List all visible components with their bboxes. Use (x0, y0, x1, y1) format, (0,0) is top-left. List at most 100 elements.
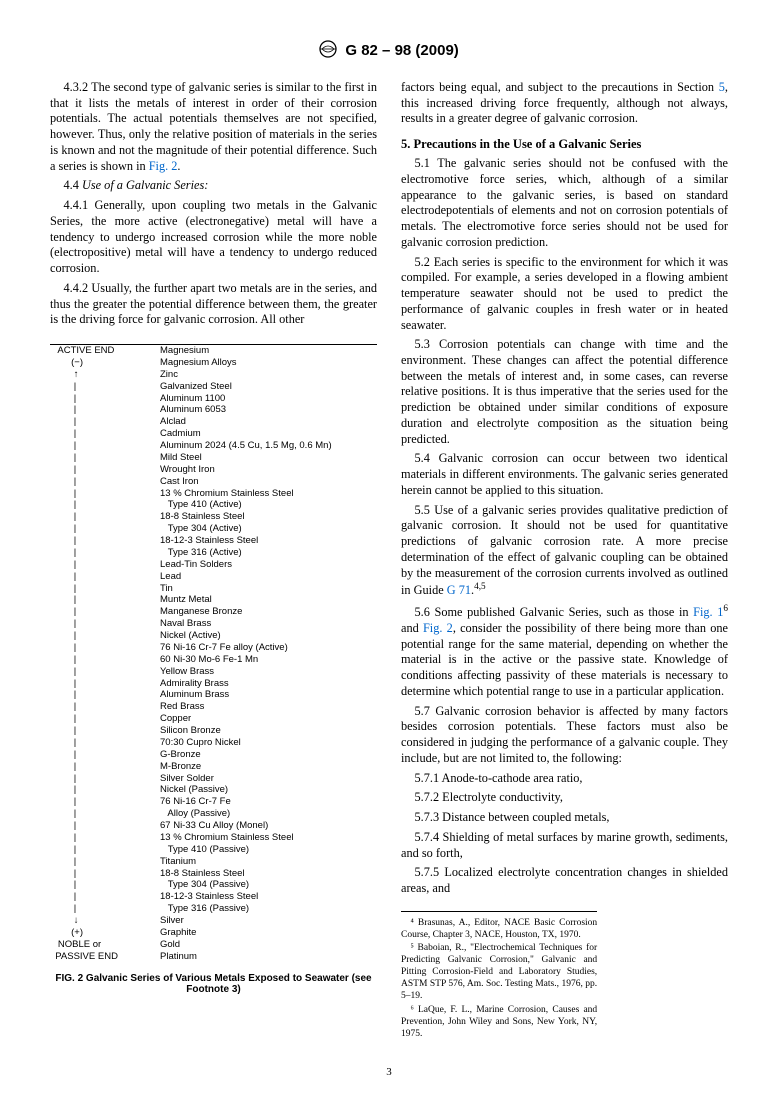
fig2-row: |Aluminum 6053 (50, 404, 377, 416)
fig2-col-b: Galvanized Steel (160, 381, 377, 393)
fig2-col-a: | (50, 511, 160, 523)
fig2-col-a: | (50, 844, 160, 856)
fig2-row: |M-Bronze (50, 761, 377, 773)
fig2-row: |Cadmium (50, 428, 377, 440)
fig2-col-b: 18-12-3 Stainless Steel (160, 535, 377, 547)
fig2-caption: FIG. 2 Galvanic Series of Various Metals… (50, 973, 377, 995)
fig2-row: |Cast Iron (50, 476, 377, 488)
fig2-row: |Silver Solder (50, 773, 377, 785)
fig2-col-b: Tin (160, 583, 377, 595)
fig2-col-b: Aluminum Brass (160, 689, 377, 701)
fig2-row: ↑Zinc (50, 369, 377, 381)
fig2-col-b: Admirality Brass (160, 678, 377, 690)
fig2-row: |18-8 Stainless Steel (50, 511, 377, 523)
para-4-4-head: 4.4 Use of a Galvanic Series: (50, 178, 377, 194)
g71-link[interactable]: G 71 (447, 583, 471, 597)
fig2-col-b: Type 410 (Passive) (160, 844, 377, 856)
fig2-col-b: Cadmium (160, 428, 377, 440)
fig2-col-a: | (50, 428, 160, 440)
fig2-col-a: | (50, 594, 160, 606)
fig2-col-b: Cast Iron (160, 476, 377, 488)
fig2-col-b: 13 % Chromium Stainless Steel (160, 488, 377, 500)
fig2-row: |Aluminum 2024 (4.5 Cu, 1.5 Mg, 0.6 Mn) (50, 440, 377, 452)
fig2-row: |Muntz Metal (50, 594, 377, 606)
para-5-4: 5.4 Galvanic corrosion can occur between… (401, 451, 728, 498)
fig2-col-b: M-Bronze (160, 761, 377, 773)
fig2-col-b: 13 % Chromium Stainless Steel (160, 832, 377, 844)
fig2-row: |18-8 Stainless Steel (50, 868, 377, 880)
fig2-col-a: | (50, 606, 160, 618)
para-4-3-2: 4.3.2 The second type of galvanic series… (50, 80, 377, 174)
fig2-col-a: | (50, 452, 160, 464)
fig2-col-a: | (50, 666, 160, 678)
fig2-col-b: Mild Steel (160, 452, 377, 464)
page-number: 3 (50, 1066, 728, 1078)
fig2-row: (+)Graphite (50, 927, 377, 939)
fig2-row: |60 Ni-30 Mo-6 Fe-1 Mn (50, 654, 377, 666)
fig2-col-a: (+) (50, 927, 160, 939)
fig2-col-a: | (50, 535, 160, 547)
para-5-7-4: 5.7.4 Shielding of metal surfaces by mar… (401, 830, 728, 861)
doc-designation: G 82 – 98 (2009) (345, 42, 458, 59)
footnote-5: ⁵ Baboian, R., "Electrochemical Techniqu… (401, 943, 597, 1002)
fig2-row: |Manganese Bronze (50, 606, 377, 618)
fig2-col-a: | (50, 737, 160, 749)
para-cont-a: factors being equal, and subject to the … (401, 80, 719, 94)
para-5-7-1: 5.7.1 Anode-to-cathode area ratio, (401, 771, 728, 787)
fig2-col-b: Alloy (Passive) (160, 808, 377, 820)
fig2-link[interactable]: Fig. 2 (149, 159, 178, 173)
fig2-col-a: | (50, 820, 160, 832)
fig2-col-b: Yellow Brass (160, 666, 377, 678)
fig2-col-a: | (50, 856, 160, 868)
fig2-col-a: | (50, 713, 160, 725)
fig2-col-b: 60 Ni-30 Mo-6 Fe-1 Mn (160, 654, 377, 666)
fig2-col-b: Type 316 (Passive) (160, 903, 377, 915)
fig2-col-a: | (50, 654, 160, 666)
fig2-col-b: Silicon Bronze (160, 725, 377, 737)
fig2-row: |Nickel (Passive) (50, 784, 377, 796)
fig2-col-a: | (50, 440, 160, 452)
fig2-link-2[interactable]: Fig. 2 (423, 621, 453, 635)
fig2-col-b: Aluminum 1100 (160, 393, 377, 405)
para-5-7-3: 5.7.3 Distance between coupled metals, (401, 810, 728, 826)
fig2-col-b: Aluminum 6053 (160, 404, 377, 416)
para-5-6-b: and (401, 621, 423, 635)
fig2-col-a: ACTIVE END (50, 345, 160, 357)
para-5-7-5: 5.7.5 Localized electrolyte concentratio… (401, 865, 728, 896)
fig2-row: |Nickel (Active) (50, 630, 377, 642)
fig2-row: |Titanium (50, 856, 377, 868)
fig2-row: |70:30 Cupro Nickel (50, 737, 377, 749)
fig2-col-b: Silver (160, 915, 377, 927)
fig2-row: | Type 316 (Passive) (50, 903, 377, 915)
fig2-col-a: | (50, 416, 160, 428)
fig2-col-b: Alclad (160, 416, 377, 428)
fig2-row: | Alloy (Passive) (50, 808, 377, 820)
fig2-col-a: | (50, 808, 160, 820)
fig2-col-a: | (50, 725, 160, 737)
fig2-col-b: Nickel (Passive) (160, 784, 377, 796)
fig2-col-b: Graphite (160, 927, 377, 939)
fig2-col-b: Lead (160, 571, 377, 583)
fig2-col-a: | (50, 796, 160, 808)
fig2-row: |Yellow Brass (50, 666, 377, 678)
fig1-link[interactable]: Fig. 1 (693, 605, 723, 619)
fig2-col-a: ↑ (50, 369, 160, 381)
fig2-col-b: 18-12-3 Stainless Steel (160, 891, 377, 903)
fig2-row: |Silicon Bronze (50, 725, 377, 737)
fig2-row: |13 % Chromium Stainless Steel (50, 832, 377, 844)
fig2-col-b: 18-8 Stainless Steel (160, 868, 377, 880)
fig2-col-a: | (50, 701, 160, 713)
fig2-row: ACTIVE ENDMagnesium (50, 345, 377, 357)
fig2-row: |Galvanized Steel (50, 381, 377, 393)
fig2-col-b: Titanium (160, 856, 377, 868)
fig2-col-a: | (50, 583, 160, 595)
para-5-2: 5.2 Each series is specific to the envir… (401, 255, 728, 334)
para-5-5: 5.5 Use of a galvanic series provides qu… (401, 503, 728, 600)
fig2-row: |Naval Brass (50, 618, 377, 630)
fig2-col-a: | (50, 879, 160, 891)
fig2-col-a: | (50, 618, 160, 630)
fig2-col-b: Zinc (160, 369, 377, 381)
fig2-col-b: 18-8 Stainless Steel (160, 511, 377, 523)
right-column: factors being equal, and subject to the … (401, 80, 728, 1042)
fig2-col-a: | (50, 547, 160, 559)
